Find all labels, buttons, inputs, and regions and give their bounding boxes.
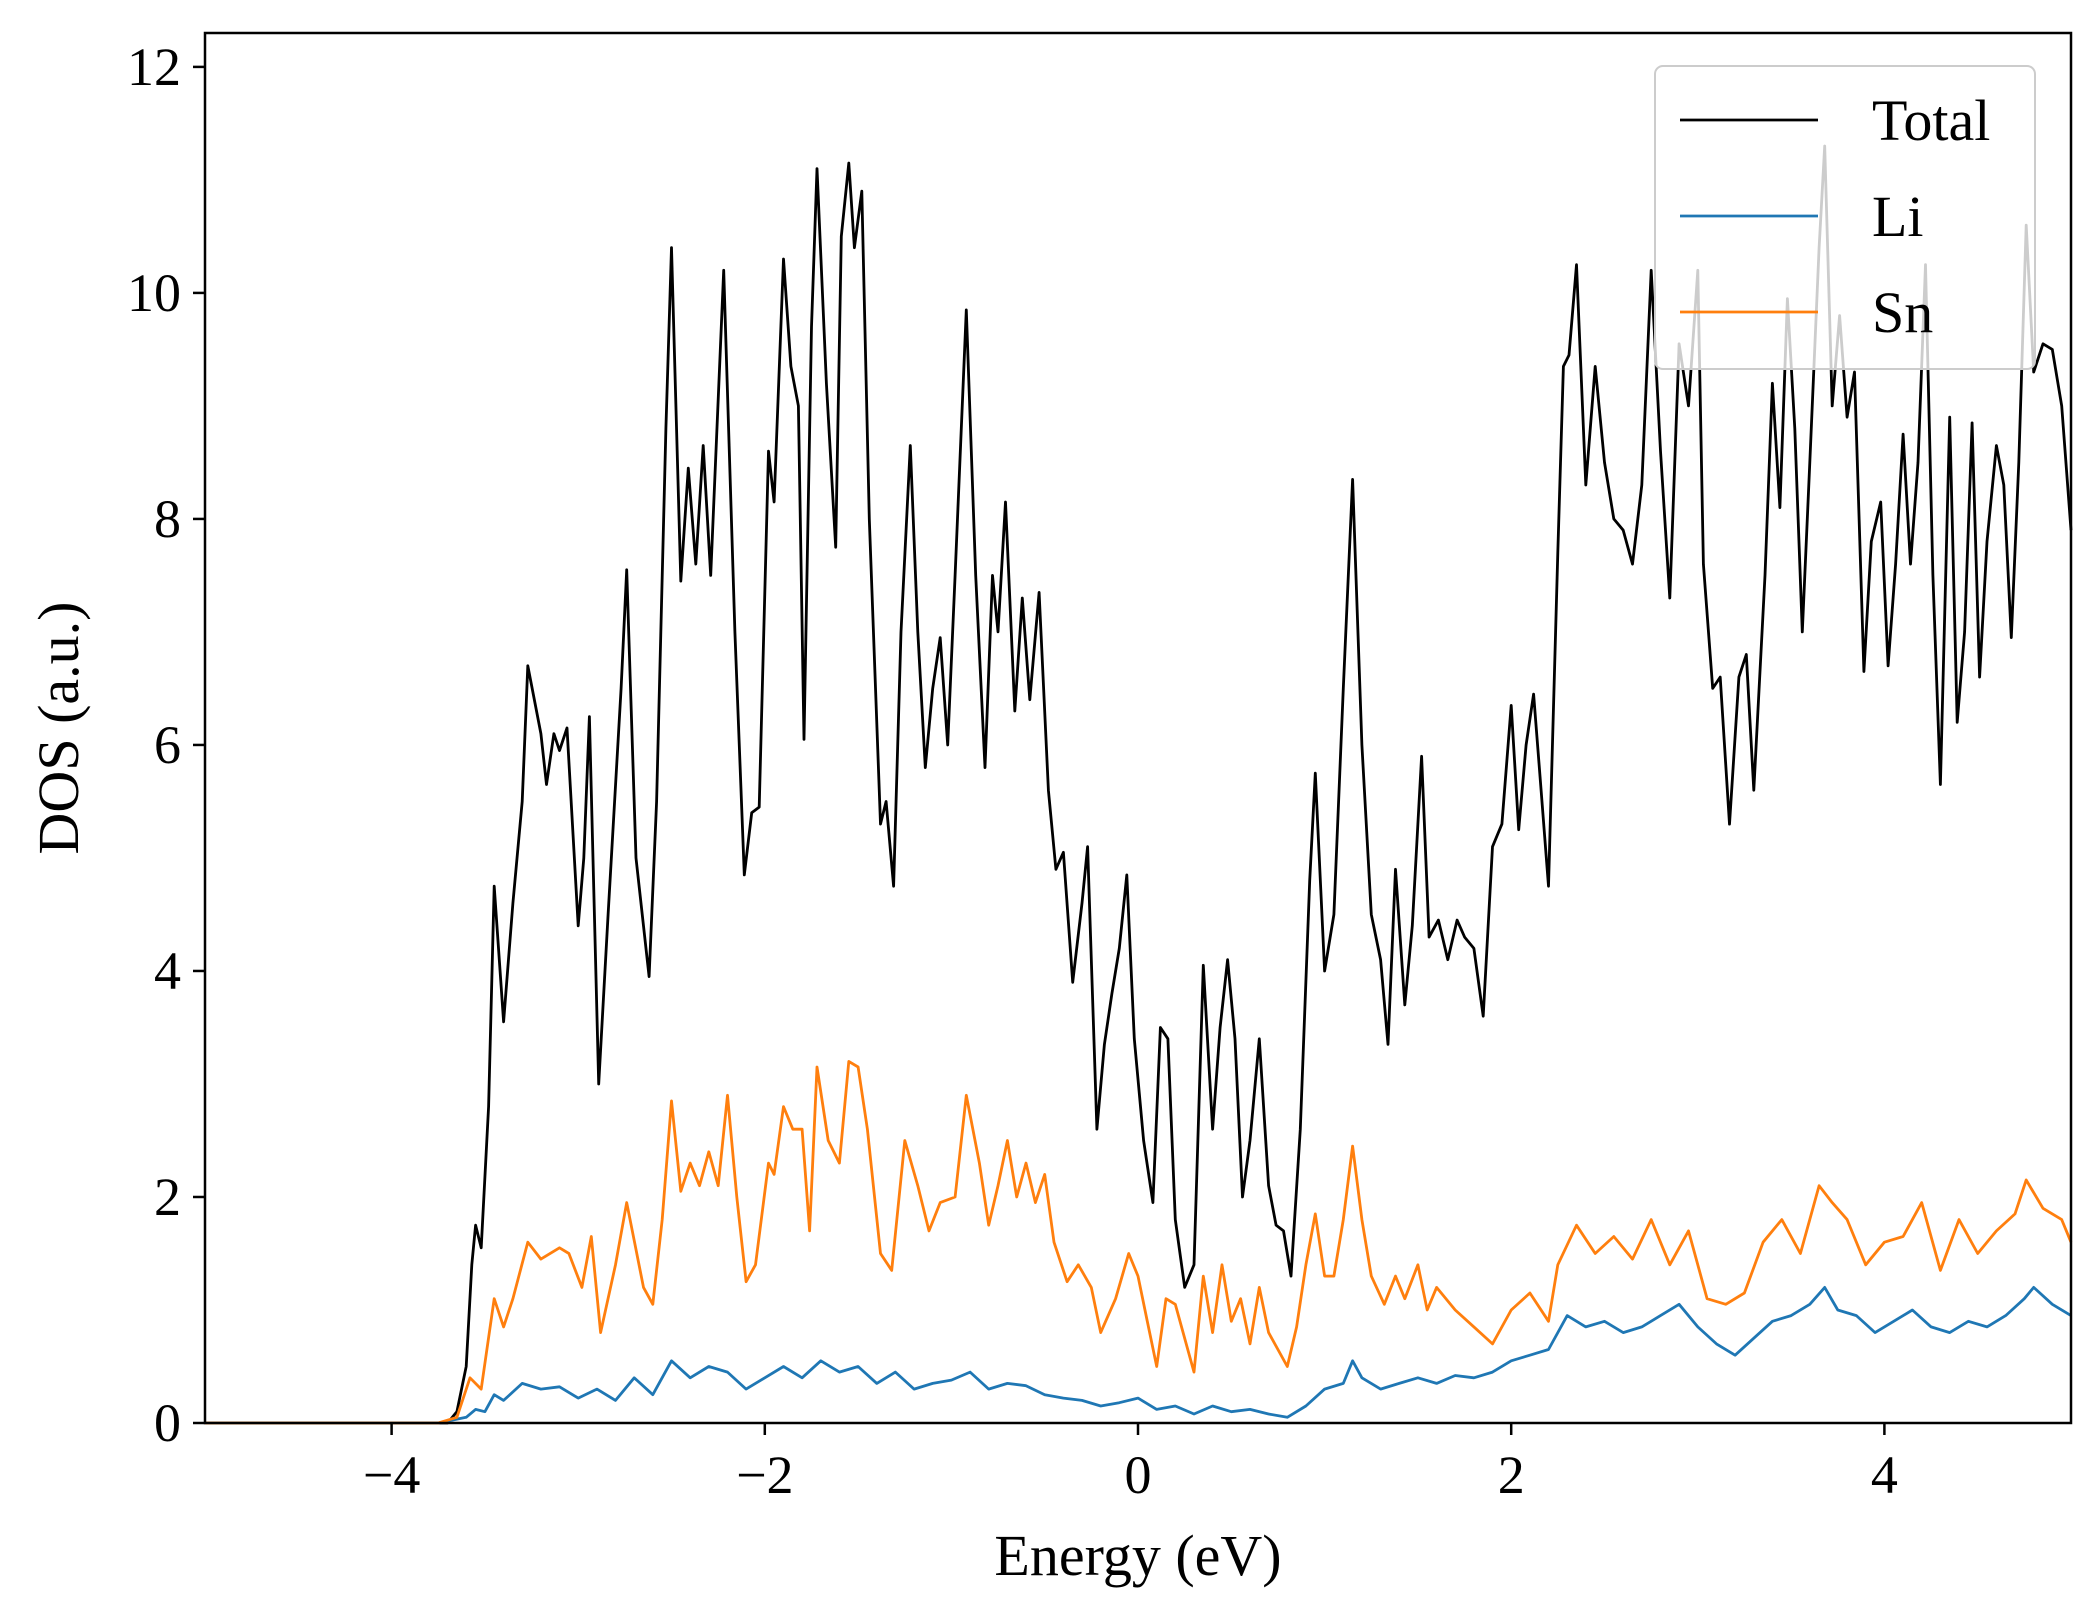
y-tick-label: 0	[154, 1393, 181, 1453]
x-axis: −4 −2 0 2 4	[363, 1423, 1898, 1505]
x-tick-label: −2	[736, 1445, 793, 1505]
series-line-sn	[205, 1060, 2073, 1425]
y-tick-label: 2	[154, 1167, 181, 1227]
legend-box	[1654, 65, 2036, 370]
y-tick-label: 6	[154, 715, 181, 775]
y-tick-label: 10	[127, 263, 181, 323]
x-tick-label: 4	[1871, 1445, 1898, 1505]
series-line-total	[205, 144, 2073, 1425]
series-line-li	[205, 1286, 2072, 1425]
legend: Total Li Sn	[1654, 65, 2036, 370]
y-tick-label: 12	[127, 37, 181, 97]
legend-label-li: Li	[1872, 184, 1924, 249]
x-tick-label: 2	[1498, 1445, 1525, 1505]
y-axis-label: DOS (a.u.)	[26, 602, 91, 855]
x-tick-label: 0	[1125, 1445, 1152, 1505]
y-tick-label: 8	[154, 489, 181, 549]
x-tick-label: −4	[363, 1445, 420, 1505]
y-axis: 0 2 4 6 8 10 12	[127, 37, 205, 1453]
legend-label-total: Total	[1872, 88, 1990, 153]
y-tick-label: 4	[154, 941, 181, 1001]
series-layer	[205, 144, 2073, 1425]
x-axis-label: Energy (eV)	[994, 1523, 1281, 1588]
legend-label-sn: Sn	[1872, 280, 1933, 345]
